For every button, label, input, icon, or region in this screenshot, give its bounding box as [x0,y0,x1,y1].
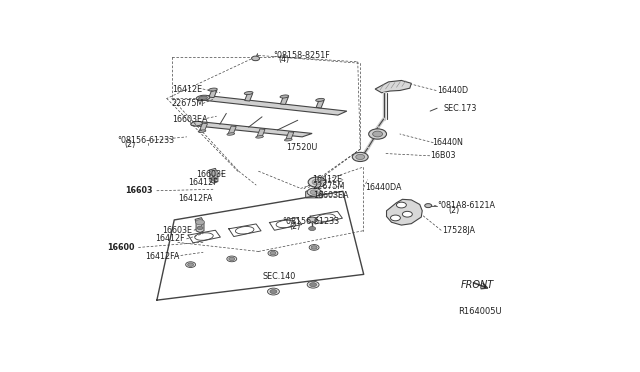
Circle shape [307,188,321,196]
Text: 16412FA: 16412FA [145,251,180,260]
Polygon shape [200,123,207,131]
Text: 17528JA: 17528JA [442,226,475,235]
Text: 16B03: 16B03 [429,151,455,160]
Ellipse shape [284,138,292,141]
Circle shape [396,202,406,208]
Text: °08156-61233: °08156-61233 [282,217,339,226]
Ellipse shape [196,95,210,100]
Circle shape [310,190,318,195]
Circle shape [356,154,365,160]
Text: 22675M: 22675M [172,99,204,108]
Text: °08158-8251F: °08158-8251F [273,51,330,60]
Text: 16412F: 16412F [188,178,218,187]
Polygon shape [209,90,217,97]
Polygon shape [286,132,294,140]
Circle shape [270,251,276,255]
Circle shape [227,256,237,262]
Circle shape [390,215,401,221]
Circle shape [310,283,317,287]
Text: 16412FA: 16412FA [178,194,212,203]
Ellipse shape [209,88,218,91]
Text: 16412E: 16412E [312,175,342,185]
Text: 16440DA: 16440DA [365,183,402,192]
Text: FRONT: FRONT [461,280,494,290]
Text: 16603E: 16603E [162,226,192,235]
Polygon shape [257,129,265,137]
Polygon shape [198,96,347,115]
Text: °08156-61233: °08156-61233 [117,135,174,145]
Circle shape [307,217,317,223]
Circle shape [369,129,387,139]
Ellipse shape [256,136,264,138]
Polygon shape [387,199,422,225]
Circle shape [311,246,317,249]
Text: (2): (2) [448,206,460,215]
Polygon shape [375,80,412,93]
Polygon shape [316,100,324,108]
Circle shape [309,244,319,250]
Circle shape [196,219,205,225]
Circle shape [186,262,196,267]
Polygon shape [209,169,218,183]
Text: 16600: 16600 [108,243,135,252]
Polygon shape [280,96,289,105]
Circle shape [308,227,316,231]
Ellipse shape [198,130,206,132]
Text: 17520U: 17520U [286,143,317,152]
Text: 16412F: 16412F [156,234,185,243]
Text: 16440D: 16440D [437,86,468,95]
Circle shape [188,263,193,266]
Circle shape [403,211,412,217]
Text: 22675M: 22675M [312,182,344,191]
Circle shape [425,203,431,208]
Ellipse shape [198,96,207,100]
Text: SEC.173: SEC.173 [443,104,476,113]
Circle shape [229,257,235,261]
Text: °081A8-6121A: °081A8-6121A [437,201,495,210]
Circle shape [268,288,280,295]
Circle shape [211,177,217,180]
Ellipse shape [316,98,324,102]
Text: 16412E: 16412E [172,84,202,93]
Circle shape [372,131,383,137]
Polygon shape [244,93,253,101]
Text: 16603: 16603 [125,186,153,195]
Ellipse shape [280,95,289,98]
Text: (4): (4) [278,55,289,64]
Circle shape [307,281,319,288]
Text: SEC.140: SEC.140 [262,272,296,280]
Ellipse shape [191,121,202,126]
Polygon shape [195,218,204,232]
Circle shape [252,56,260,61]
Circle shape [209,170,218,176]
Text: 16603EA: 16603EA [172,115,207,124]
Polygon shape [228,126,236,134]
Text: (2): (2) [125,140,136,150]
Text: 16440N: 16440N [432,138,463,147]
Circle shape [312,179,322,185]
Ellipse shape [244,92,253,94]
Circle shape [352,153,368,161]
Text: 16603EA: 16603EA [313,191,349,201]
Text: 16603E: 16603E [196,170,227,179]
Circle shape [197,226,203,230]
Polygon shape [191,122,312,137]
FancyBboxPatch shape [306,191,323,198]
Circle shape [270,289,277,294]
Circle shape [268,250,278,256]
Text: R164005U: R164005U [458,307,502,316]
Text: (2): (2) [289,222,301,231]
Circle shape [308,177,326,187]
Ellipse shape [227,133,235,135]
